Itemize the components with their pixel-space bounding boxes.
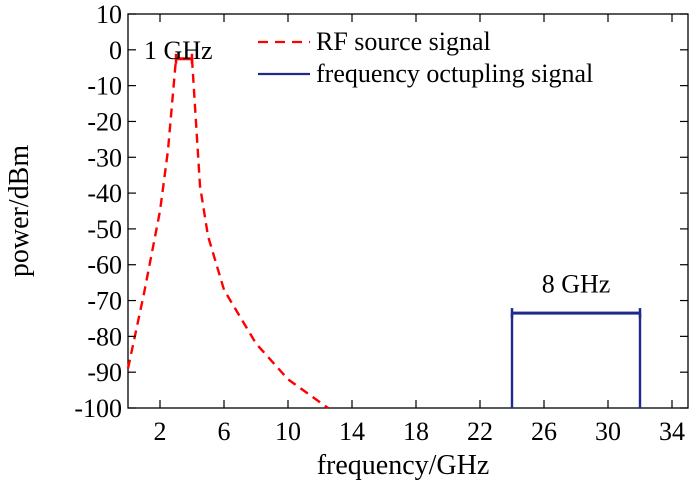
y-axis-ticks: 10 0 -10 -20 -30 -40 -50 -60 -70 -80 -90 -100 xyxy=(74,0,688,423)
annotation-label: 8 GHz xyxy=(542,270,611,299)
x-axis-ticks: 2 6 10 14 18 22 26 30 34 xyxy=(154,14,685,446)
x-tick-label: 10 xyxy=(275,417,301,446)
legend-label-octupling: frequency octupling signal xyxy=(316,59,593,88)
legend: RF source signal frequency octupling sig… xyxy=(258,27,593,88)
series-line-rf-source xyxy=(126,57,329,409)
annotation-layer: 1 GHz 8 GHz xyxy=(144,36,642,319)
legend-label-rf-source: RF source signal xyxy=(316,27,491,56)
y-tick-label: -20 xyxy=(87,107,122,136)
series-layer xyxy=(126,57,642,409)
x-axis-title: frequency/GHz xyxy=(317,450,490,481)
x-tick-label: 14 xyxy=(339,417,365,446)
x-tick-label: 22 xyxy=(467,417,493,446)
y-tick-label: -100 xyxy=(74,394,122,423)
y-tick-label: -30 xyxy=(87,143,122,172)
y-axis-title: power/dBm xyxy=(4,145,35,277)
annotation-label: 1 GHz xyxy=(144,36,213,65)
x-tick-label: 30 xyxy=(595,417,621,446)
y-tick-label: -40 xyxy=(87,179,122,208)
y-tick-label: -50 xyxy=(87,215,122,244)
y-tick-label: -90 xyxy=(87,358,122,387)
y-tick-label: -70 xyxy=(87,287,122,316)
y-tick-label: -10 xyxy=(87,72,122,101)
x-tick-label: 18 xyxy=(403,417,429,446)
y-tick-label: 0 xyxy=(109,36,122,65)
x-tick-label: 34 xyxy=(659,417,685,446)
y-tick-label: -80 xyxy=(87,322,122,351)
x-tick-label: 26 xyxy=(531,417,557,446)
y-tick-label: -60 xyxy=(87,251,122,280)
plot-frame xyxy=(127,13,689,409)
x-tick-label: 6 xyxy=(218,417,231,446)
y-tick-label: 10 xyxy=(96,0,122,29)
series-line-octupling xyxy=(510,311,642,408)
x-tick-label: 2 xyxy=(154,417,167,446)
plot-area: 1 GHz 8 GHz xyxy=(126,13,689,409)
